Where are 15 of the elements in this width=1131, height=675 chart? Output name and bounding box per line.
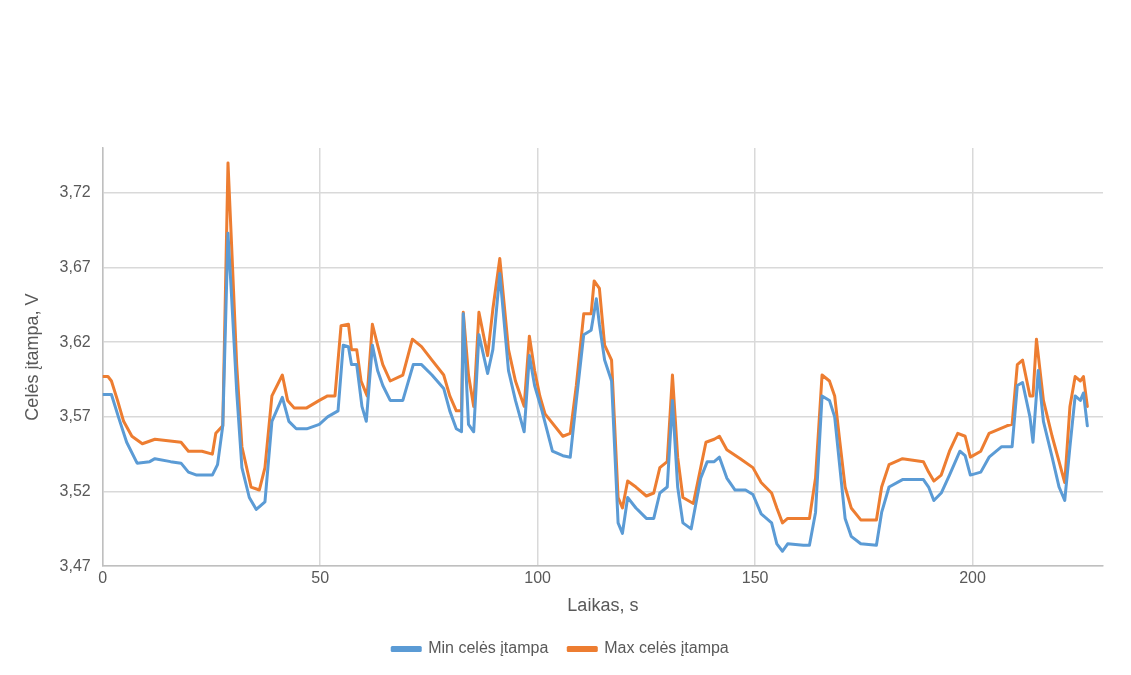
x-tick-label: 150: [741, 569, 769, 587]
y-tick-label: 3,52: [59, 481, 91, 499]
x-tick-label: 50: [311, 569, 330, 587]
x-tick-label: 200: [959, 569, 986, 587]
y-tick-label: 3,72: [59, 183, 91, 201]
x-tick-label: 0: [98, 569, 108, 587]
x-axis-title: Laikas, s: [567, 595, 639, 616]
legend-label: Max celės įtampa: [604, 639, 729, 657]
x-tick-label: 100: [524, 569, 552, 587]
y-tick-label: 3,67: [59, 257, 91, 275]
y-axis-title: Celės įtampa, V: [21, 293, 42, 421]
legend-label: Min celės įtampa: [428, 639, 549, 657]
y-tick-label: 3,62: [59, 332, 91, 350]
y-tick-label: 3,47: [59, 556, 91, 574]
y-tick-label: 3,57: [59, 407, 91, 425]
